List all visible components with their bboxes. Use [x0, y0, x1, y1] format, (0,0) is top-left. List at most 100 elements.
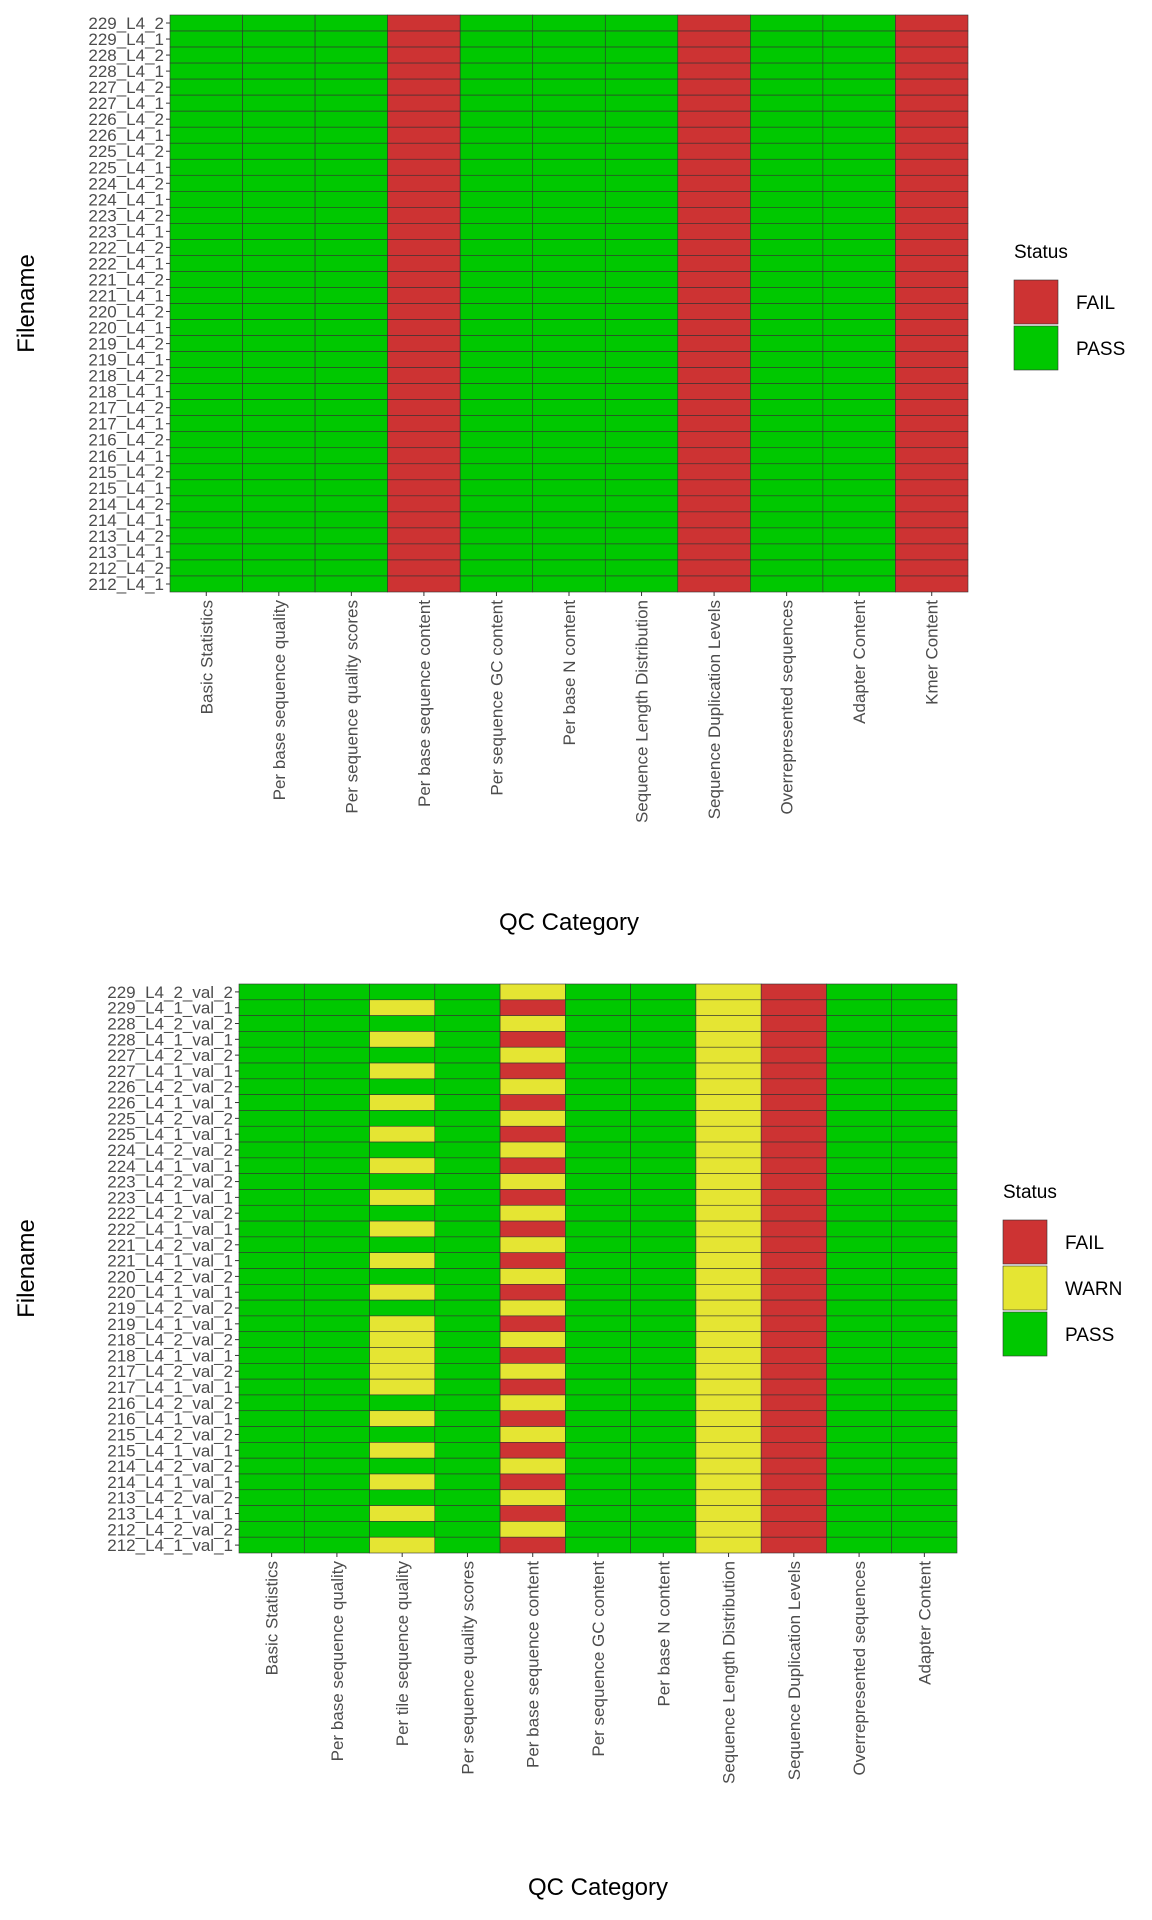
heatmap-cell: [750, 110, 824, 128]
y-tick-label: 221_L4_1_val_1: [107, 1252, 233, 1271]
heatmap-cell: [314, 383, 388, 400]
heatmap-cell: [630, 1189, 697, 1206]
heatmap-cell: [238, 1157, 305, 1174]
legend-title: Status: [1014, 242, 1068, 263]
heatmap-cell: [565, 1521, 631, 1538]
heatmap-cell: [532, 174, 606, 192]
heatmap-cell: [677, 575, 751, 593]
heatmap-cell: [760, 1015, 827, 1032]
heatmap-cell: [760, 1331, 827, 1348]
heatmap-cell: [169, 543, 243, 561]
x-tick-label: Per base sequence quality: [270, 600, 289, 801]
heatmap-cell: [604, 415, 679, 433]
heatmap-cell: [532, 495, 606, 513]
heatmap-cell: [499, 1426, 566, 1443]
heatmap-cell: [891, 1457, 958, 1475]
heatmap-cell: [303, 1236, 370, 1253]
heatmap-cell: [242, 255, 316, 272]
heatmap-cell: [532, 255, 606, 272]
heatmap-cell: [760, 1521, 827, 1538]
heatmap-cell: [434, 1473, 501, 1491]
heatmap-cell: [695, 1315, 762, 1333]
heatmap-cell: [169, 575, 243, 593]
heatmap-cell: [387, 335, 461, 352]
heatmap-cell: [604, 511, 679, 529]
heatmap-cell: [303, 1315, 370, 1333]
heatmap-cell: [826, 1031, 893, 1048]
heatmap-cell: [387, 431, 461, 449]
heatmap-cell: [499, 1363, 566, 1380]
heatmap-cell: [499, 1284, 566, 1301]
heatmap-cell: [695, 1046, 762, 1064]
heatmap-cell: [826, 1536, 893, 1554]
heatmap-cell: [169, 46, 243, 64]
heatmap-cell: [532, 543, 606, 561]
y-tick-label: 226_L4_2: [88, 110, 164, 129]
heatmap-cell: [826, 1220, 893, 1238]
heatmap-cell: [169, 303, 243, 320]
heatmap-cell: [604, 174, 679, 192]
x-tick-label: Adapter Content: [915, 1561, 934, 1685]
heatmap-cell: [604, 207, 679, 224]
heatmap-cell: [750, 399, 824, 416]
heatmap-cell: [314, 94, 388, 112]
heatmap-cell: [387, 447, 461, 465]
heatmap-cell: [604, 447, 679, 465]
heatmap-cell: [369, 1220, 436, 1238]
heatmap-cell: [677, 255, 751, 272]
heatmap-cell: [459, 46, 534, 64]
heatmap-cell: [677, 271, 751, 288]
heatmap-cell: [303, 1252, 370, 1269]
heatmap-cell: [826, 1410, 893, 1427]
heatmap-cell: [169, 94, 243, 112]
heatmap-cell: [895, 191, 969, 208]
y-tick-label: 225_L4_2_val_2: [107, 1109, 233, 1128]
heatmap-cell: [565, 1268, 631, 1285]
y-tick-label: 220_L4_2: [88, 303, 164, 322]
y-tick-label: 212_L4_1: [88, 575, 164, 594]
heatmap-cell: [695, 1521, 762, 1538]
heatmap-cell: [314, 174, 388, 192]
heatmap-cell: [565, 1394, 631, 1412]
heatmap-cell: [459, 511, 534, 529]
heatmap-cell: [314, 30, 388, 48]
heatmap-cell: [826, 1331, 893, 1348]
heatmap-cell: [895, 239, 969, 256]
heatmap-cell: [750, 142, 824, 160]
y-tick-label: 212_L4_1_val_1: [107, 1536, 233, 1555]
heatmap-cell: [677, 559, 751, 577]
heatmap-cell: [434, 1031, 501, 1048]
heatmap-cell: [499, 1252, 566, 1269]
heatmap-cell: [604, 46, 679, 64]
heatmap-cell: [369, 1204, 436, 1222]
heatmap-cell: [369, 1410, 436, 1427]
heatmap-cell: [565, 1378, 631, 1396]
heatmap-cell: [238, 1331, 305, 1348]
y-tick-label: 229_L4_2: [88, 14, 164, 33]
heatmap-cell: [387, 463, 461, 481]
heatmap-cell: [387, 399, 461, 416]
heatmap-cell: [822, 271, 896, 288]
y-tick-label: 223_L4_1: [88, 222, 164, 241]
heatmap-cell: [891, 1394, 958, 1412]
heatmap-cell: [314, 447, 388, 465]
legend-key: [1002, 1265, 1048, 1311]
heatmap-cell: [387, 14, 461, 32]
heatmap-cell: [459, 575, 534, 593]
heatmap-cell: [822, 223, 896, 240]
x-tick-label: Sequence Duplication Levels: [785, 1561, 804, 1780]
heatmap-cell: [750, 94, 824, 112]
heatmap-cell: [565, 1489, 631, 1506]
heatmap-cell: [565, 1157, 631, 1174]
heatmap-cell: [314, 463, 388, 481]
heatmap-cell: [459, 479, 534, 497]
heatmap-cell: [459, 367, 534, 384]
heatmap-cell: [565, 1536, 631, 1554]
heatmap-cell: [238, 1220, 305, 1238]
heatmap-cell: [891, 1062, 958, 1080]
heatmap-cell: [677, 78, 751, 96]
heatmap-cell: [677, 207, 751, 224]
x-tick-label: Overrepresented sequences: [850, 1561, 869, 1776]
heatmap-cell: [387, 527, 461, 545]
heatmap-cell: [499, 1410, 566, 1427]
